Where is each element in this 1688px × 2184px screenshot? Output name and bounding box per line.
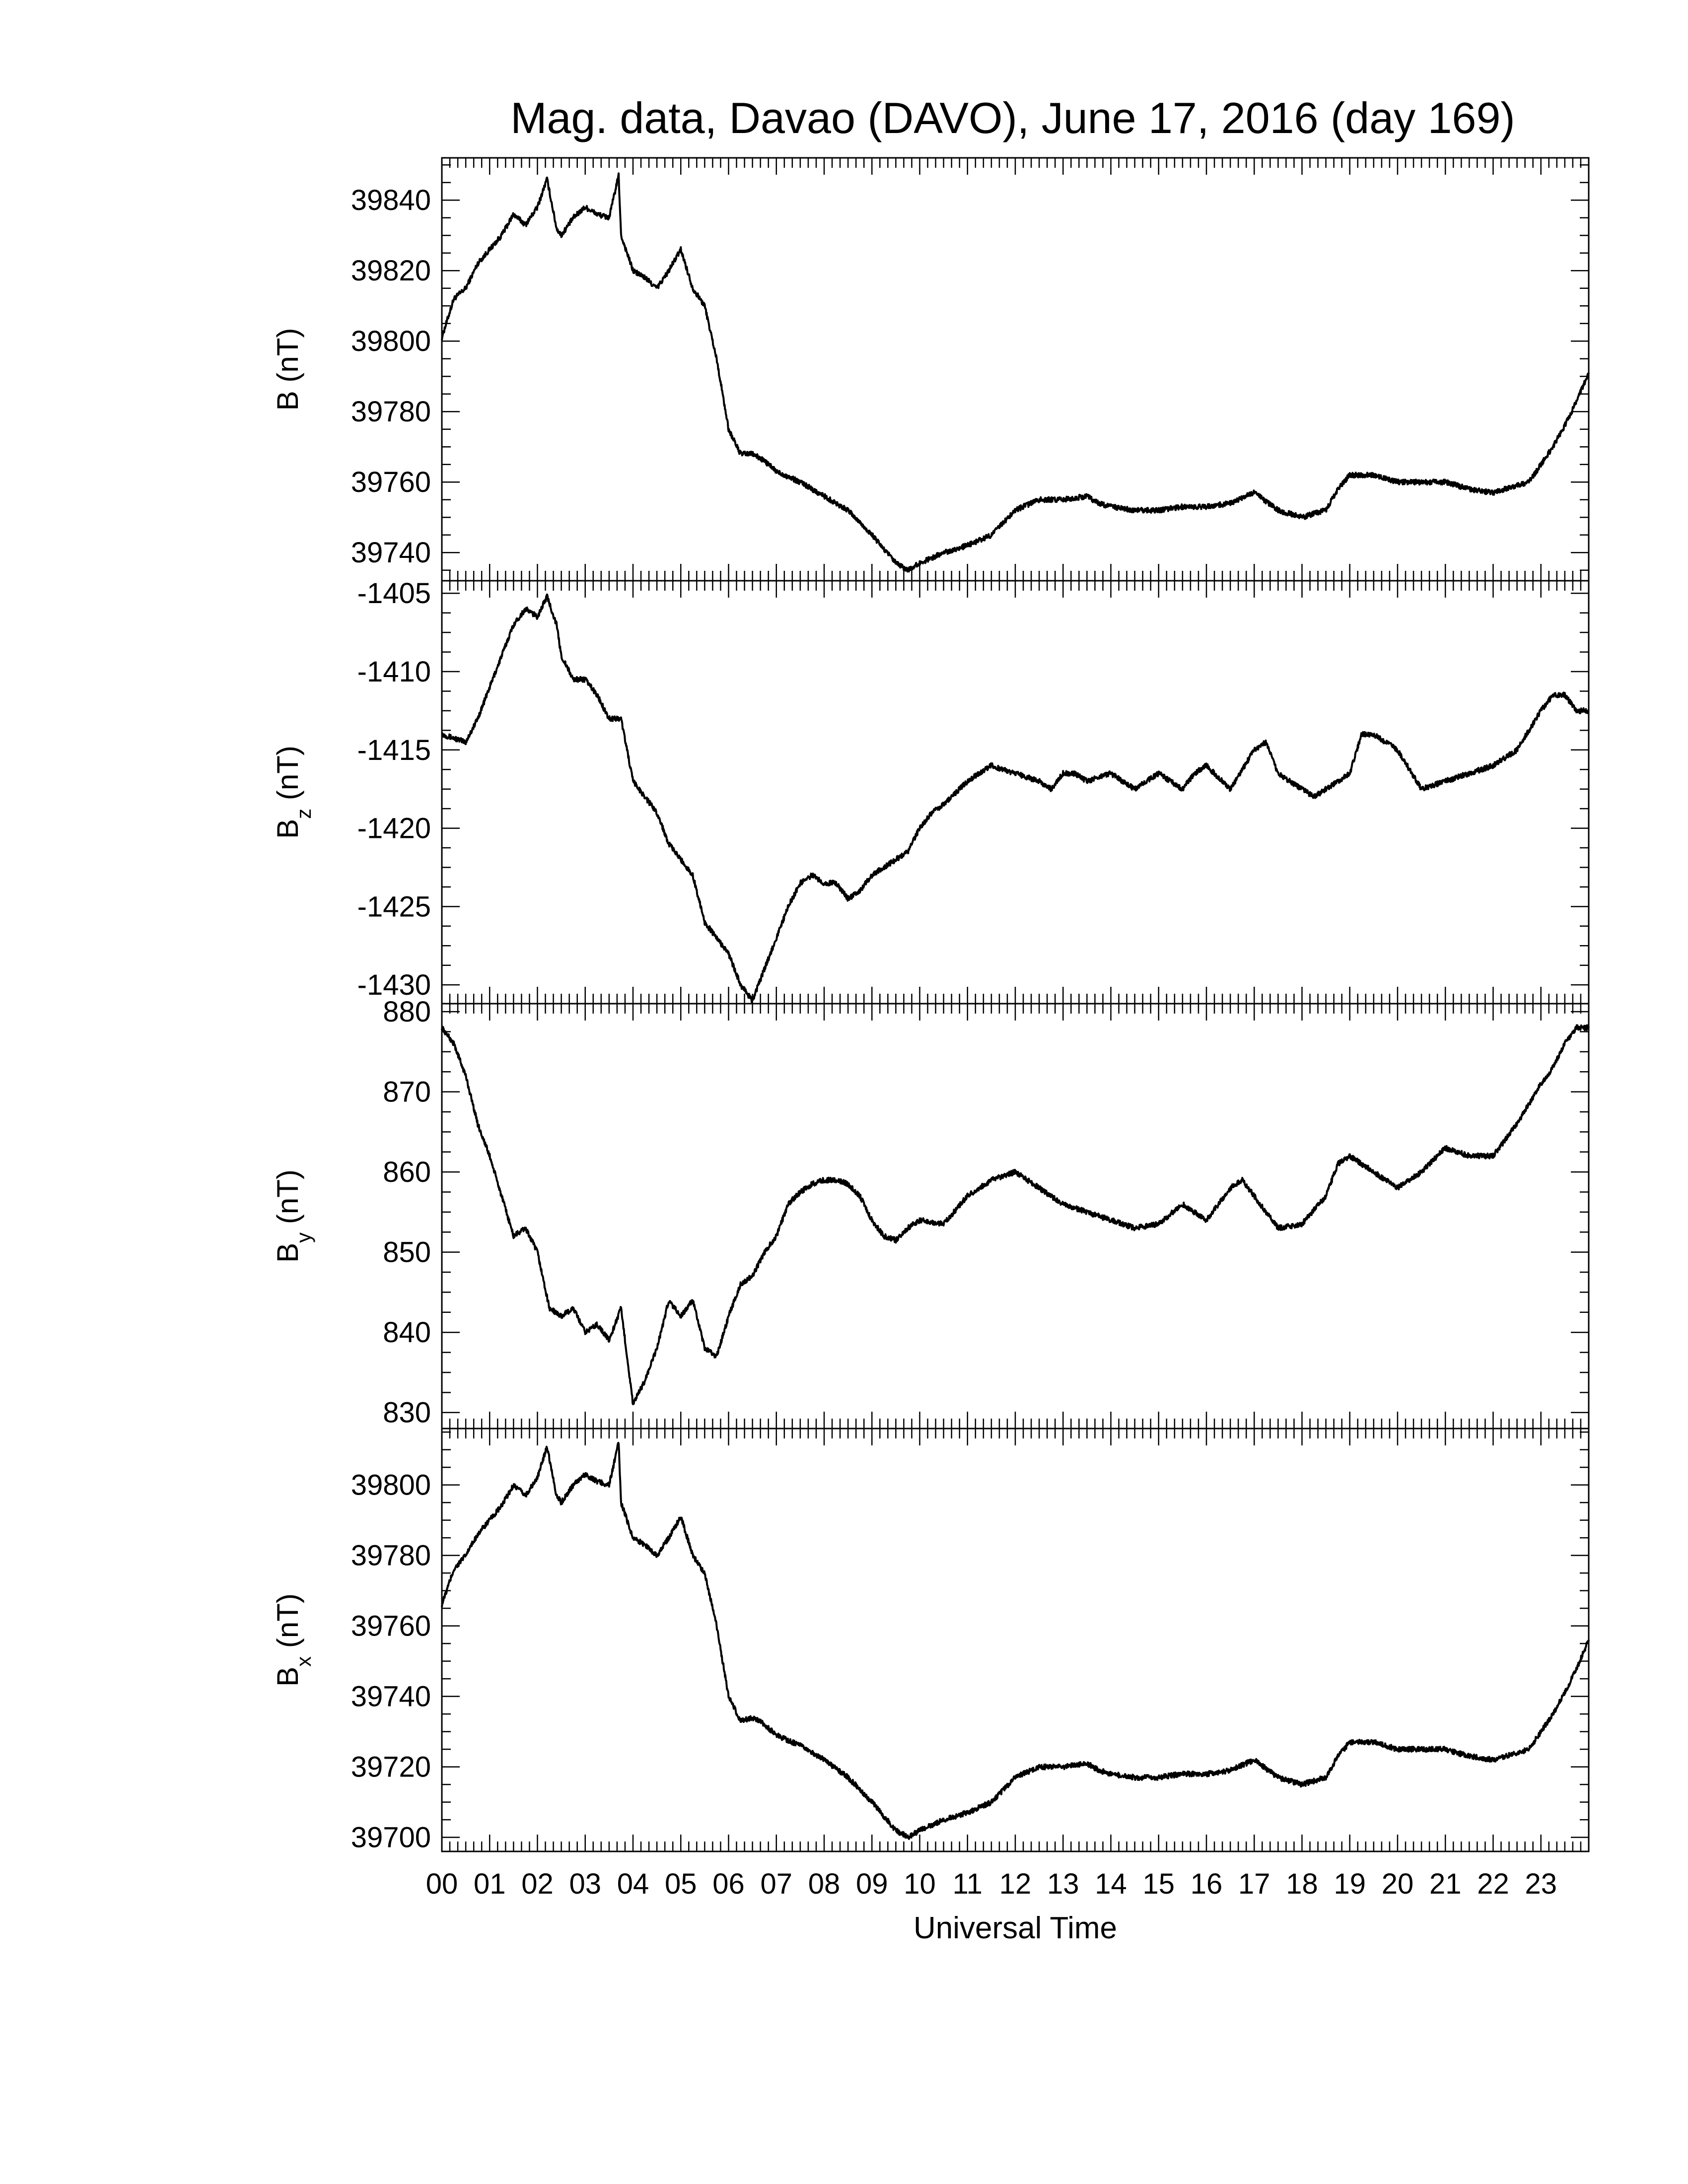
x-axis-label: Universal Time xyxy=(914,1911,1117,1945)
x-tick-label: 06 xyxy=(712,1868,745,1900)
y-tick-label: 39820 xyxy=(351,255,431,287)
y-axis-label: Bx (nT) xyxy=(271,1593,315,1687)
y-axis-label-sub: z xyxy=(292,809,315,819)
series-line-b xyxy=(441,172,1590,573)
x-tick-label: 05 xyxy=(665,1868,697,1900)
x-tick-label: 13 xyxy=(1047,1868,1079,1900)
y-tick-label: 850 xyxy=(383,1236,431,1269)
series-line-by xyxy=(441,1024,1590,1405)
y-tick-label: 880 xyxy=(383,996,431,1028)
x-tick-label: 14 xyxy=(1095,1868,1127,1900)
x-tick-label: 16 xyxy=(1191,1868,1223,1900)
x-tick-label: 22 xyxy=(1477,1868,1509,1900)
y-tick-label: 39760 xyxy=(351,466,431,498)
series-line-bz xyxy=(441,593,1590,1003)
x-tick-label: 18 xyxy=(1286,1868,1318,1900)
x-tick-label: 12 xyxy=(999,1868,1032,1900)
panel-bx: 39700 39720 39740 39760 39780 39800 Bx (nT) xyxy=(271,1428,1590,1854)
y-tick-label: 39800 xyxy=(351,325,431,357)
y-axis-label-unit: (nT) xyxy=(271,746,304,809)
x-tick-label: 20 xyxy=(1382,1868,1414,1900)
x-tick-label: 09 xyxy=(856,1868,888,1900)
y-tick-label: -1415 xyxy=(357,734,431,766)
y-axis-label: Bz (nT) xyxy=(271,746,315,839)
y-tick-label: -1420 xyxy=(357,813,431,845)
x-tick-label: 07 xyxy=(760,1868,792,1900)
y-axis-label-unit: (nT) xyxy=(271,1169,304,1232)
chart-title: Mag. data, Davao (DAVO), June 17, 2016 (… xyxy=(510,93,1515,142)
x-axis: 00 01 02 03 04 05 06 07 08 09 10 11 12 13 14 15 16 17 18 19… xyxy=(426,1868,1557,1900)
panel-bz: -1430 -1425 -1420 -1415 -1410 -1405 Bz (nT) xyxy=(271,577,1590,1005)
y-tick-label: 39780 xyxy=(351,396,431,428)
y-tick-label: -1425 xyxy=(357,890,431,923)
y-axis-label-sub: y xyxy=(292,1232,315,1243)
x-tick-label: 19 xyxy=(1334,1868,1366,1900)
y-axis-label-main: B xyxy=(271,1667,304,1687)
x-tick-label: 03 xyxy=(569,1868,601,1900)
y-axis-label-unit: (nT) xyxy=(271,328,304,391)
panel-frame xyxy=(441,1003,1590,1430)
panel-frame xyxy=(441,157,1590,582)
y-axis-label: B (nT) xyxy=(271,328,304,411)
y-tick-label: 860 xyxy=(383,1156,431,1188)
y-axis-label: By (nT) xyxy=(271,1169,315,1263)
x-tick-label: 02 xyxy=(521,1868,554,1900)
y-tick-label: 39800 xyxy=(351,1469,431,1502)
panel-b: 39740 39760 39780 39800 39820 39840 B (nT) xyxy=(271,157,1590,582)
y-axis-label-main: B xyxy=(271,1243,304,1263)
y-tick-label: 39760 xyxy=(351,1610,431,1642)
y-axis-label-main: B xyxy=(271,819,304,839)
y-tick-label: -1405 xyxy=(357,577,431,610)
panel-frame xyxy=(441,1428,1590,1852)
x-tick-label: 21 xyxy=(1429,1868,1462,1900)
y-tick-label: 39740 xyxy=(351,1681,431,1713)
x-tick-label: 04 xyxy=(617,1868,649,1900)
y-axis-label-main: B xyxy=(271,391,304,410)
y-axis-label-unit: (nT) xyxy=(271,1593,304,1656)
x-tick-label: 11 xyxy=(953,1868,983,1900)
y-tick-label: 39700 xyxy=(351,1822,431,1854)
y-tick-label: 39740 xyxy=(351,537,431,569)
x-tick-label: 01 xyxy=(474,1868,506,1900)
y-tick-label: 39780 xyxy=(351,1540,431,1572)
x-tick-label: 08 xyxy=(808,1868,841,1900)
y-tick-label: 39720 xyxy=(351,1751,431,1783)
x-tick-label: 15 xyxy=(1142,1868,1175,1900)
y-tick-label: -1430 xyxy=(357,969,431,1001)
y-tick-label: 870 xyxy=(383,1076,431,1108)
y-tick-label: -1410 xyxy=(357,656,431,688)
x-tick-label: 00 xyxy=(426,1868,458,1900)
y-tick-label: 830 xyxy=(383,1397,431,1429)
x-tick-label: 10 xyxy=(904,1868,936,1900)
panel-frame xyxy=(441,580,1590,1005)
y-axis-label-sub: x xyxy=(292,1656,315,1667)
y-tick-label: 840 xyxy=(383,1316,431,1349)
y-tick-label: 39840 xyxy=(351,184,431,216)
x-tick-label: 17 xyxy=(1238,1868,1270,1900)
x-tick-label: 23 xyxy=(1525,1868,1557,1900)
panel-by: 830 840 850 860 870 880 By (nT) xyxy=(271,996,1590,1430)
series-line-bx xyxy=(441,1441,1590,1840)
